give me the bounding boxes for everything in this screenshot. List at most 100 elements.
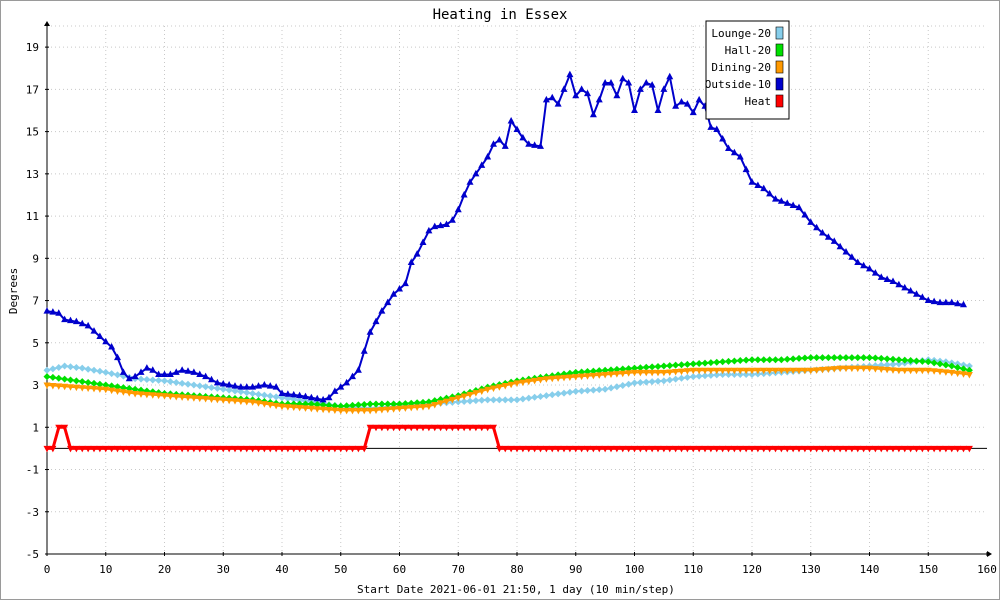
data-point (366, 407, 374, 415)
data-point (889, 367, 897, 374)
y-tick-label: 3 (32, 379, 39, 392)
data-point (901, 356, 909, 364)
data-point (272, 383, 280, 390)
data-point (466, 391, 474, 399)
data-point (965, 445, 973, 453)
data-point (860, 445, 868, 453)
data-point (595, 372, 603, 379)
data-point (472, 424, 480, 432)
data-point (572, 387, 580, 395)
data-point (114, 388, 121, 395)
data-point (772, 195, 779, 202)
data-point (401, 424, 409, 432)
data-point (219, 379, 227, 387)
data-point (431, 222, 439, 230)
data-point (830, 354, 838, 362)
data-point (278, 389, 286, 396)
data-point (237, 445, 245, 453)
data-point (871, 445, 879, 453)
data-point (701, 359, 709, 367)
data-point (366, 400, 374, 408)
data-point (354, 445, 362, 453)
data-point (419, 238, 427, 245)
x-tick-label: 120 (742, 563, 762, 576)
data-point (742, 165, 750, 173)
data-point (378, 424, 386, 432)
data-point (67, 376, 74, 384)
data-point (913, 357, 920, 365)
data-point (407, 258, 415, 266)
data-point (155, 392, 163, 400)
data-point (654, 106, 662, 113)
data-point (349, 372, 356, 380)
data-point (225, 381, 233, 388)
data-point (948, 362, 956, 370)
data-point (484, 152, 492, 160)
data-point (954, 445, 962, 453)
data-point (513, 396, 521, 404)
data-point (231, 445, 239, 453)
data-point (272, 402, 280, 410)
data-point (443, 424, 450, 432)
data-point (572, 445, 580, 453)
data-point (478, 396, 486, 404)
data-point (537, 142, 544, 149)
data-point (895, 280, 903, 288)
data-point (607, 79, 615, 86)
data-point (84, 379, 92, 387)
data-point (196, 395, 204, 403)
data-point (390, 400, 398, 408)
data-point (67, 363, 74, 371)
data-point (848, 365, 856, 373)
series-layer (43, 70, 973, 453)
data-point (824, 233, 832, 240)
data-point (349, 401, 356, 409)
data-point (407, 404, 415, 412)
data-point (495, 384, 503, 391)
data-point (607, 445, 615, 453)
data-point (748, 178, 756, 185)
data-point (930, 297, 938, 305)
data-point (343, 378, 351, 386)
data-point (43, 366, 51, 374)
data-point (72, 445, 80, 453)
data-point (924, 445, 932, 453)
data-point (302, 405, 309, 412)
data-point (678, 368, 685, 376)
data-point (231, 398, 239, 405)
data-point (918, 293, 926, 300)
data-point (766, 367, 774, 375)
data-point (90, 366, 98, 374)
data-point (472, 390, 480, 397)
data-point (748, 445, 756, 453)
y-tick-label: -5 (26, 548, 39, 561)
data-point (190, 395, 198, 402)
data-point (936, 445, 944, 453)
data-point (507, 381, 515, 389)
data-point (824, 354, 832, 362)
data-point (742, 370, 750, 378)
data-point (824, 445, 832, 453)
data-point (49, 365, 57, 373)
data-point (501, 396, 509, 404)
data-point (219, 445, 227, 453)
data-point (448, 216, 456, 223)
data-point (125, 445, 133, 453)
data-point (67, 384, 74, 391)
data-point (907, 287, 915, 294)
data-point (566, 388, 574, 396)
data-point (260, 401, 268, 408)
data-point (472, 397, 480, 405)
data-point (960, 371, 967, 378)
data-point (43, 307, 51, 314)
data-point (108, 387, 116, 395)
data-point (454, 205, 462, 213)
data-point (460, 393, 468, 401)
data-point (525, 140, 533, 147)
data-point (296, 445, 304, 453)
data-point (166, 378, 174, 386)
data-point (196, 382, 204, 390)
data-point (660, 445, 668, 453)
data-point (918, 357, 926, 365)
data-point (337, 407, 345, 415)
